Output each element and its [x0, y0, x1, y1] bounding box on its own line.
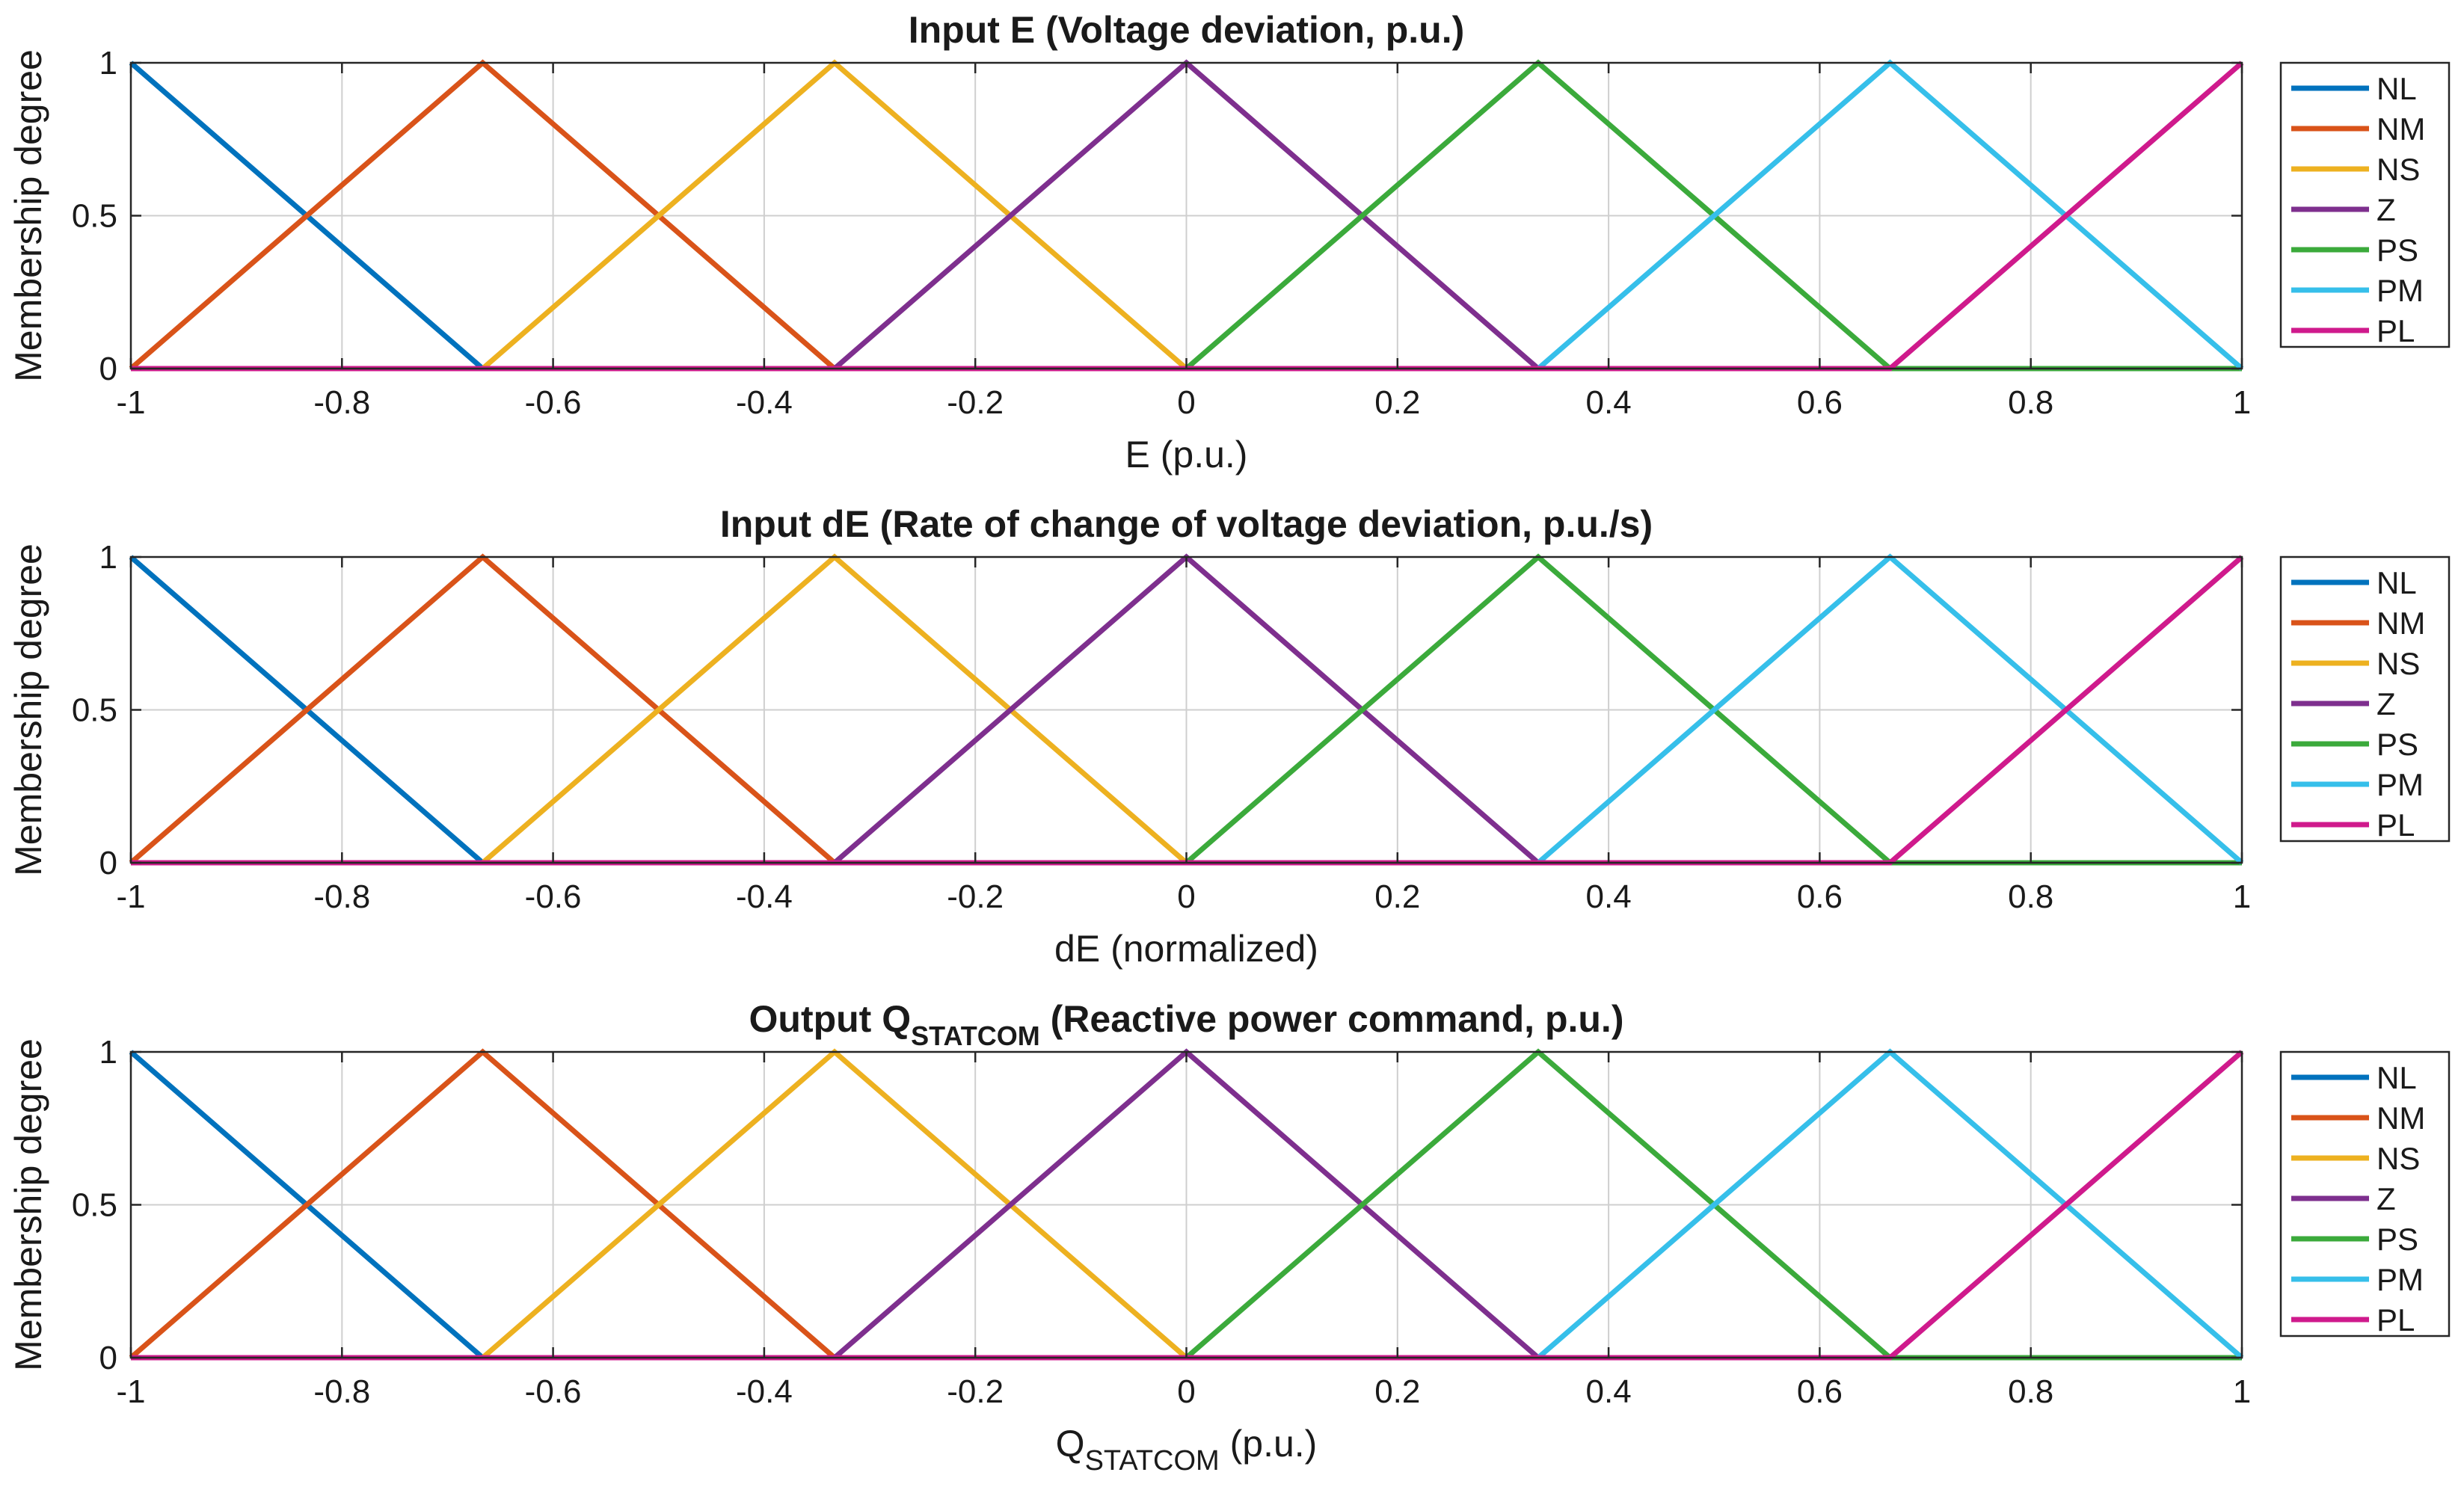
x-tick-label: -0.4 [736, 878, 793, 915]
x-tick-label: 0.8 [2008, 384, 2053, 421]
x-tick-label: 0.4 [1586, 1373, 1632, 1410]
y-axis-label: Membership degree [7, 544, 49, 876]
x-tick-label: 0.8 [2008, 1373, 2053, 1410]
x-tick-label: 1 [2233, 1373, 2251, 1410]
y-tick-label: 0.5 [72, 1187, 117, 1224]
legend-label-pl: PL [2377, 807, 2415, 843]
x-tick-label: -0.6 [525, 878, 582, 915]
legend-label-ps: PS [2377, 233, 2418, 268]
legend-label-pl: PL [2377, 313, 2415, 348]
chart-panel-3: -1 -0.8 -0.6 -0.4 -0.2 0 0.2 0.4 0.6 0.8 1 0 0.5 1 Out… [7, 998, 2451, 1477]
x-axis-label-main: Q [1056, 1423, 1085, 1465]
legend-label-ns: NS [2377, 152, 2420, 187]
chart-title-rest: (Reactive power command, p.u.) [1040, 998, 1624, 1040]
x-axis-label: E (p.u.) [1125, 434, 1248, 475]
legend-label-nm: NM [2377, 606, 2425, 641]
x-tick-label: 0.2 [1374, 384, 1420, 421]
x-tick-label: -0.8 [313, 384, 370, 421]
legend-label-ns: NS [2377, 1141, 2420, 1176]
chart-title-main: Output Q [749, 998, 912, 1040]
y-axis-label: Membership degree [7, 49, 49, 382]
y-tick-label: 1 [99, 45, 117, 81]
legend-label-nm: NM [2377, 111, 2425, 147]
x-tick-label: 0.4 [1586, 878, 1632, 915]
legend-label-z: Z [2377, 192, 2396, 227]
legend: NL NM NS Z PS PM PL [2279, 61, 2451, 348]
legend-label-pl: PL [2377, 1302, 2415, 1337]
x-tick-label: 0.6 [1797, 878, 1843, 915]
x-tick-label: -0.6 [525, 1373, 582, 1410]
legend-label-pm: PM [2377, 1262, 2424, 1297]
x-tick-label: -0.2 [947, 1373, 1004, 1410]
legend-label-ns: NS [2377, 646, 2420, 681]
legend-label-nl: NL [2377, 565, 2417, 600]
x-axis-label: dE (normalized) [1054, 928, 1318, 970]
y-tick-label: 0.5 [72, 198, 117, 235]
x-tick-label: -0.4 [736, 384, 793, 421]
x-tick-label: 0.8 [2008, 878, 2053, 915]
legend-box [2279, 61, 2451, 348]
y-tick-label: 1 [99, 1034, 117, 1071]
x-tick-label: 0.4 [1586, 384, 1632, 421]
x-tick-label: -1 [116, 384, 145, 421]
x-tick-label: 0 [1177, 878, 1195, 915]
chart-panel-1: -1 -0.8 -0.6 -0.4 -0.2 0 0.2 0.4 0.6 0.8 1 0 0.5 1 Inp… [7, 9, 2451, 475]
legend-label-ps: PS [2377, 727, 2418, 762]
x-tick-label: 1 [2233, 878, 2251, 915]
x-tick-label: -1 [116, 878, 145, 915]
y-axis-label: Membership degree [7, 1038, 49, 1371]
x-tick-label: 0 [1177, 384, 1195, 421]
legend-box [2279, 1050, 2451, 1337]
x-tick-label: 0.2 [1374, 1373, 1420, 1410]
legend-label-z: Z [2377, 1181, 2396, 1216]
y-tick-label: 0 [99, 351, 117, 387]
legend: NL NM NS Z PS PM PL [2279, 1050, 2451, 1337]
chart-panel-2: -1 -0.8 -0.6 -0.4 -0.2 0 0.2 0.4 0.6 0.8 1 0 0.5 1 Inp… [7, 503, 2451, 970]
x-tick-label: -1 [116, 1373, 145, 1410]
legend-label-nm: NM [2377, 1100, 2425, 1136]
legend-label-pm: PM [2377, 767, 2424, 802]
y-tick-label: 0 [99, 1340, 117, 1376]
x-tick-label: -0.2 [947, 878, 1004, 915]
chart-title: Input E (Voltage deviation, p.u.) [909, 9, 1465, 51]
legend: NL NM NS Z PS PM PL [2279, 555, 2451, 843]
x-tick-label: -0.8 [313, 1373, 370, 1410]
x-tick-label: -0.4 [736, 1373, 793, 1410]
x-tick-label: -0.2 [947, 384, 1004, 421]
y-tick-label: 1 [99, 539, 117, 576]
x-tick-label: 0.2 [1374, 878, 1420, 915]
legend-label-z: Z [2377, 686, 2396, 721]
legend-label-nl: NL [2377, 71, 2417, 106]
legend-label-nl: NL [2377, 1060, 2417, 1095]
chart-title-subscript: STATCOM [911, 1021, 1040, 1051]
y-tick-label: 0 [99, 845, 117, 881]
chart-title: Output QSTATCOM (Reactive power command,… [749, 998, 1624, 1051]
x-axis-label: QSTATCOM (p.u.) [1056, 1423, 1318, 1477]
x-tick-label: 0 [1177, 1373, 1195, 1410]
x-tick-label: 0.6 [1797, 1373, 1843, 1410]
x-axis-label-rest: (p.u.) [1220, 1423, 1318, 1465]
x-tick-label: 1 [2233, 384, 2251, 421]
chart-title: Input dE (Rate of change of voltage devi… [720, 503, 1653, 545]
x-axis-label-subscript: STATCOM [1085, 1445, 1220, 1477]
x-tick-label: -0.8 [313, 878, 370, 915]
x-tick-label: 0.6 [1797, 384, 1843, 421]
legend-box [2279, 555, 2451, 843]
legend-label-ps: PS [2377, 1222, 2418, 1257]
legend-label-pm: PM [2377, 273, 2424, 308]
x-tick-label: -0.6 [525, 384, 582, 421]
y-tick-label: 0.5 [72, 692, 117, 729]
